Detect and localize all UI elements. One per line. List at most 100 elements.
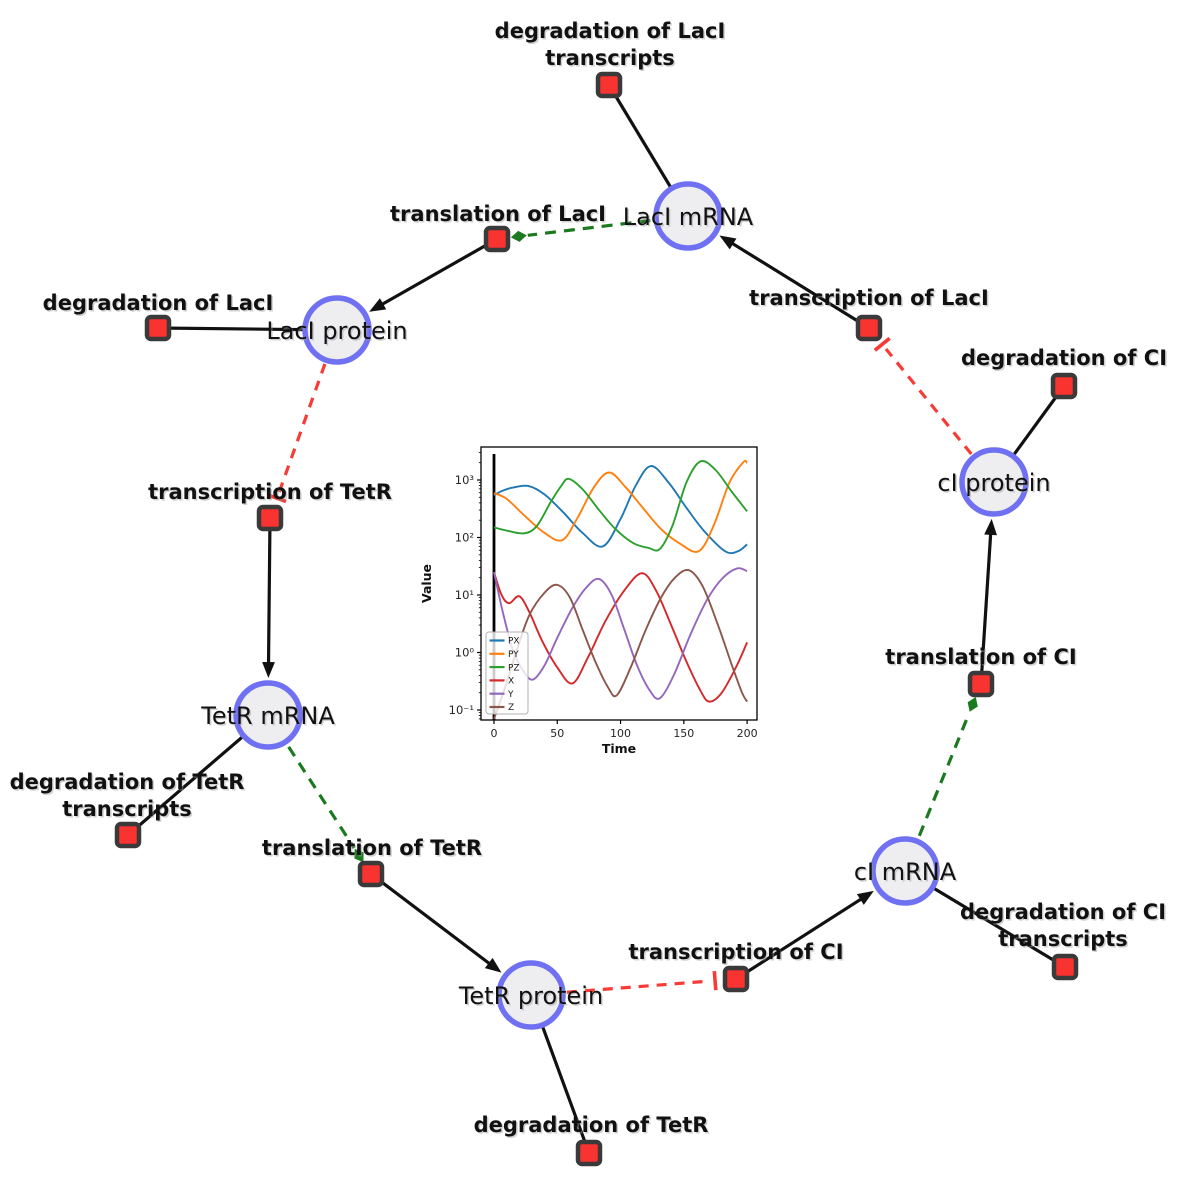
series-Z: [493, 568, 748, 720]
y-tick-label: 10⁰: [455, 646, 475, 660]
arrowhead-icon: [719, 235, 737, 250]
species-node-tetr_mrna[interactable]: [233, 680, 303, 750]
y-axis-label: Value: [419, 564, 434, 603]
legend-label-Z: Z: [508, 703, 514, 713]
plot-legend: PX PY PZ XYZ: [485, 631, 529, 715]
reaction-node-transc_tetr[interactable]: [256, 504, 284, 532]
species-label-ci_mrna: cI mRNA: [854, 858, 957, 886]
species-label-laci_protein: LacI protein: [266, 317, 407, 345]
species-node-ci_protein[interactable]: [959, 447, 1029, 517]
reaction-label-shadow: translation of TetR: [263, 838, 483, 862]
reaction-label-deg_tetr: degradation of TetR: [474, 1113, 709, 1137]
modifier-diamond-icon: [354, 848, 364, 863]
species-label-tetr_mrna: TetR mRNA: [200, 702, 335, 730]
reaction-label-deg_tetr_tx: degradation of TetR: [10, 770, 245, 794]
species-label-shadow: TetR protein: [459, 984, 604, 1012]
legend-label-X: X: [508, 677, 514, 687]
x-tick-label: 0: [491, 727, 498, 740]
x-tick-label: 50: [550, 727, 564, 740]
reaction-label-shadow: transcripts: [1000, 929, 1130, 953]
reaction-label-shadow: transcripts: [547, 48, 677, 72]
reaction-node-transc_ci[interactable]: [722, 965, 750, 993]
reaction-node-deg_laci_tx[interactable]: [595, 71, 623, 99]
reaction-label-deg_ci: degradation of CI: [961, 346, 1167, 370]
reaction-label-transc_tetr: transcription of TetR: [148, 480, 392, 504]
reaction-label-shadow: translation of CI: [887, 647, 1078, 671]
y-tick-label: 10⁻¹: [449, 703, 474, 717]
edge-ci_protein-transc_laci: [873, 336, 996, 484]
edge-transc_laci-laci_mrna: [719, 235, 870, 330]
x-tick-label: 150: [673, 727, 694, 740]
labels-layer: degradation of LacI degradation of LacI tr…: [10, 19, 1169, 1139]
reaction-node-deg_ci_tx[interactable]: [1051, 953, 1079, 981]
species-node-laci_mrna[interactable]: [653, 181, 723, 251]
reaction-label-transl_ci: translation of CI: [885, 645, 1076, 669]
x-tick-label: 100: [610, 727, 631, 740]
species-label-shadow: cI mRNA: [855, 860, 958, 888]
reaction-label-shadow: transcripts: [64, 799, 194, 823]
species-label-shadow: LacI mRNA: [624, 205, 755, 233]
edge-transc_ci-ci_mrna: [735, 890, 874, 981]
y-tick-label: 10³: [455, 473, 475, 487]
arrowhead-icon: [856, 890, 874, 905]
species-label-shadow: LacI protein: [268, 319, 409, 347]
modifier-diamond-icon: [510, 230, 527, 242]
reaction-label-transc_laci: transcription of LacI: [749, 286, 989, 310]
reaction-node-deg_laci[interactable]: [144, 314, 172, 342]
reaction-label-deg_ci_tx: transcripts: [998, 927, 1128, 951]
species-node-tetr_protein[interactable]: [496, 960, 566, 1030]
species-label-tetr_protein: TetR protein: [458, 982, 603, 1010]
reaction-node-transl_ci[interactable]: [967, 670, 995, 698]
nodes-layer: [114, 71, 1079, 1167]
arrowhead-icon: [984, 518, 997, 536]
reaction-label-transl_tetr: translation of TetR: [262, 836, 482, 860]
edge-transl_tetr-tetr_protein: [370, 872, 502, 973]
reaction-label-deg_laci_tx: degradation of LacI: [495, 19, 726, 43]
reaction-node-transl_tetr[interactable]: [357, 860, 385, 888]
reaction-node-transl_laci[interactable]: [483, 225, 511, 253]
reaction-label-deg_ci_tx: degradation of CI: [960, 900, 1166, 924]
arrowhead-icon: [484, 957, 502, 973]
species-node-ci_mrna[interactable]: [870, 836, 940, 906]
reaction-node-deg_tetr_tx[interactable]: [114, 821, 142, 849]
reaction-node-deg_tetr[interactable]: [575, 1139, 603, 1167]
reaction-label-deg_laci: degradation of LacI: [43, 291, 274, 315]
reaction-label-shadow: translation of LacI: [392, 204, 608, 228]
series-PX: [493, 465, 748, 555]
x-tick-label: 200: [737, 727, 758, 740]
inhibition-tee-icon: [712, 971, 718, 991]
series-PY: [493, 459, 748, 553]
reaction-node-deg_ci[interactable]: [1050, 372, 1078, 400]
arrowhead-icon: [262, 661, 275, 679]
edge-transc_tetr-tetr_mrna: [262, 517, 275, 679]
legend-label-PX: PX: [508, 637, 520, 647]
legend-label-Y: Y: [507, 690, 514, 700]
edge-transl_ci-ci_protein: [979, 518, 997, 685]
edge-transl_laci-laci_protein: [369, 237, 498, 312]
series-PZ: [493, 460, 748, 552]
reaction-label-shadow: degradation of CI: [961, 902, 1167, 926]
species-label-shadow: TetR mRNA: [202, 704, 337, 732]
reaction-label-transl_laci: translation of LacI: [390, 202, 606, 226]
inhibition-tee-icon: [267, 493, 287, 504]
reaction-label-shadow: degradation of LacI: [496, 21, 727, 45]
reaction-label-deg_tetr_tx: transcripts: [62, 797, 192, 821]
reaction-label-shadow: degradation of TetR: [11, 772, 246, 796]
y-tick-label: 10¹: [455, 588, 474, 602]
reaction-label-deg_laci_tx: transcripts: [545, 46, 675, 70]
y-tick-label: 10²: [455, 531, 474, 545]
reaction-label-shadow: degradation of TetR: [475, 1115, 710, 1139]
arrowhead-icon: [369, 298, 387, 312]
edge-laci_protein-transc_tetr: [267, 329, 339, 504]
species-label-ci_protein: cI protein: [937, 469, 1050, 497]
reaction-node-transc_laci[interactable]: [855, 314, 883, 342]
species-node-laci_protein[interactable]: [302, 295, 372, 365]
reaction-label-shadow: degradation of LacI: [44, 293, 275, 317]
modifier-diamond-icon: [967, 696, 978, 712]
legend-label-PZ: PZ: [508, 663, 520, 673]
edge-tetr_protein-transc_ci: [530, 971, 718, 997]
species-label-shadow: cI protein: [939, 471, 1052, 499]
